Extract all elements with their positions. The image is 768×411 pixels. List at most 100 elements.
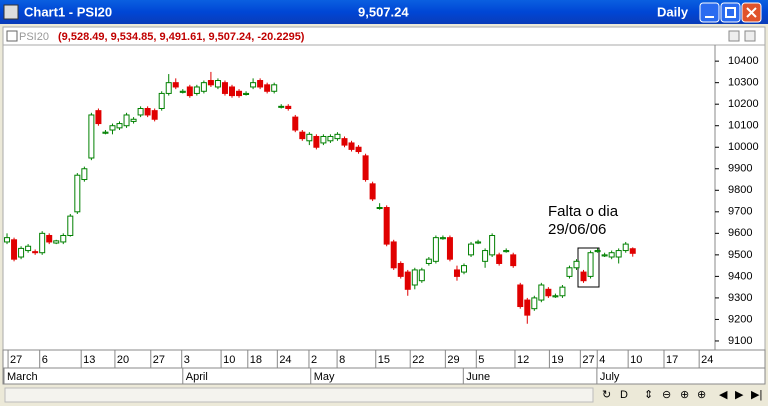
candle-body bbox=[292, 116, 299, 131]
month-label: June bbox=[466, 371, 490, 383]
tool-d[interactable]: D bbox=[620, 389, 628, 401]
x-tick-label: 4 bbox=[599, 354, 605, 366]
candle-body bbox=[531, 297, 538, 310]
x-tick-label: 29 bbox=[447, 354, 459, 366]
candle-body bbox=[285, 105, 292, 109]
tool-right[interactable]: ▶ bbox=[735, 389, 744, 401]
candle-body bbox=[18, 247, 25, 258]
candle-body bbox=[179, 90, 186, 93]
candle-body bbox=[580, 271, 587, 282]
y-tick-label: 9700 bbox=[728, 206, 752, 218]
x-tick-label: 10 bbox=[223, 354, 235, 366]
candle-body bbox=[229, 86, 236, 97]
annotation: 29/06/06 bbox=[548, 221, 606, 238]
readout: (9,528.49, 9,534.85, 9,491.61, 9,507.24,… bbox=[58, 31, 305, 43]
month-label: May bbox=[314, 371, 335, 383]
candle-body bbox=[200, 82, 207, 92]
y-tick-label: 10300 bbox=[728, 77, 759, 89]
annotation: Falta o dia bbox=[548, 203, 619, 220]
candle-body bbox=[306, 133, 313, 142]
candle-body bbox=[369, 183, 376, 200]
candle-body bbox=[95, 110, 102, 125]
month-label: April bbox=[186, 371, 208, 383]
y-tick-label: 9400 bbox=[728, 270, 752, 282]
tool-zoom-in[interactable]: ⊕ bbox=[697, 389, 706, 401]
y-tick-label: 9300 bbox=[728, 292, 752, 304]
candle-body bbox=[243, 92, 250, 96]
candle-body bbox=[552, 295, 559, 298]
candle-body bbox=[25, 245, 32, 252]
pane-restore[interactable] bbox=[728, 30, 740, 42]
candle-body bbox=[46, 234, 53, 243]
scrollbar[interactable] bbox=[4, 387, 594, 403]
candle-body bbox=[573, 260, 580, 269]
candle-body bbox=[559, 286, 566, 297]
candle-body bbox=[130, 118, 137, 122]
candle-body bbox=[524, 299, 531, 316]
tool-updown[interactable]: ⇕ bbox=[644, 389, 653, 401]
candle-body bbox=[496, 254, 503, 264]
x-tick-label: 20 bbox=[117, 354, 129, 366]
title-bar bbox=[0, 0, 768, 24]
candle-body bbox=[4, 237, 11, 243]
candle-body bbox=[116, 123, 123, 129]
candle-body bbox=[271, 84, 278, 92]
candle-body bbox=[517, 284, 524, 308]
x-tick-label: 22 bbox=[412, 354, 424, 366]
candle-body bbox=[102, 131, 109, 134]
candle-body bbox=[425, 258, 432, 264]
date-axis bbox=[2, 349, 766, 385]
candle-body bbox=[207, 80, 214, 86]
pane-close[interactable] bbox=[744, 30, 756, 42]
candle-body bbox=[313, 135, 320, 148]
y-tick-label: 9500 bbox=[728, 249, 752, 261]
tool-zoom[interactable]: ⊕ bbox=[680, 389, 689, 401]
candle-body bbox=[418, 269, 425, 282]
x-tick-label: 24 bbox=[279, 354, 291, 366]
candle-body bbox=[74, 174, 81, 213]
candle-body bbox=[411, 269, 418, 286]
candle-body bbox=[327, 135, 334, 142]
y-tick-label: 9900 bbox=[728, 163, 752, 175]
candle-body bbox=[383, 207, 390, 245]
candle-body bbox=[53, 240, 60, 244]
x-tick-label: 27 bbox=[10, 354, 22, 366]
candle-body bbox=[221, 82, 228, 94]
tool-zoom-out[interactable]: ⊖ bbox=[662, 389, 671, 401]
tool-refresh[interactable]: ↻ bbox=[602, 389, 611, 401]
maximize-button[interactable] bbox=[720, 2, 741, 23]
app-icon bbox=[3, 4, 19, 20]
candle-body bbox=[503, 250, 510, 253]
plot-area bbox=[2, 44, 766, 351]
x-tick-label: 18 bbox=[250, 354, 262, 366]
candle-body bbox=[622, 243, 629, 252]
x-tick-label: 2 bbox=[311, 354, 317, 366]
x-tick-label: 27 bbox=[153, 354, 165, 366]
candle-body bbox=[137, 107, 144, 116]
period: Daily bbox=[657, 4, 689, 19]
candle-body bbox=[482, 250, 489, 262]
last-price: 9,507.24 bbox=[358, 4, 409, 19]
x-tick-label: 12 bbox=[517, 354, 529, 366]
candle-body bbox=[299, 131, 306, 140]
x-tick-label: 15 bbox=[378, 354, 390, 366]
y-tick-label: 9200 bbox=[728, 313, 752, 325]
candle-body bbox=[404, 271, 411, 290]
tool-end[interactable]: ▶| bbox=[751, 389, 762, 401]
candle-body bbox=[439, 237, 446, 240]
candle-body bbox=[88, 114, 95, 159]
x-tick-label: 6 bbox=[42, 354, 48, 366]
candle-body bbox=[144, 107, 151, 116]
candle-body bbox=[594, 250, 601, 253]
y-tick-label: 9800 bbox=[728, 184, 752, 196]
x-tick-label: 5 bbox=[478, 354, 484, 366]
candle-body bbox=[341, 138, 348, 146]
x-tick-label: 8 bbox=[339, 354, 345, 366]
candle-body bbox=[545, 288, 552, 297]
tool-left[interactable]: ◀ bbox=[719, 389, 728, 401]
minimize-button[interactable] bbox=[699, 2, 720, 23]
candle-body bbox=[461, 265, 468, 273]
candle-body bbox=[538, 284, 545, 301]
candle-body bbox=[236, 90, 243, 97]
